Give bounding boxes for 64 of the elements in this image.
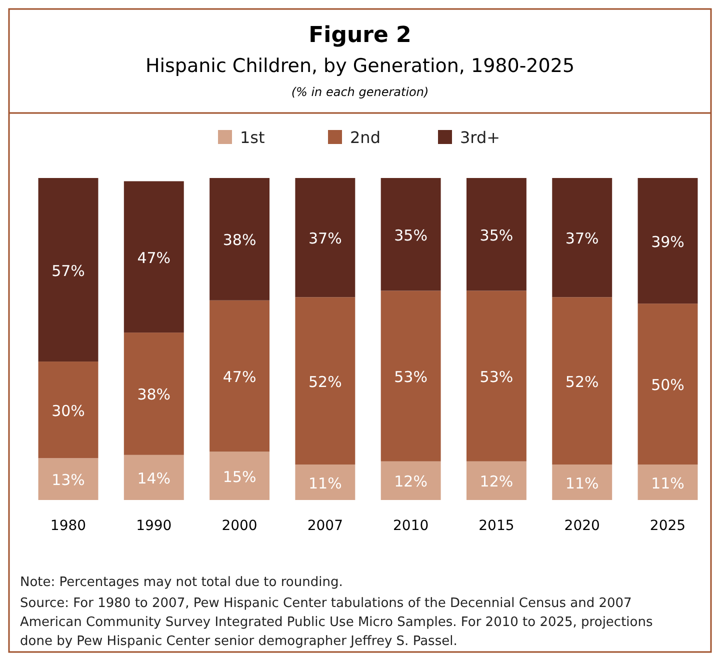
- x-tick-label: 1990: [136, 518, 172, 534]
- bar: [210, 300, 270, 452]
- bar: [38, 178, 98, 362]
- data-label: 52%: [565, 372, 599, 391]
- bar: [124, 332, 184, 455]
- x-tick-label: 2007: [307, 518, 343, 534]
- x-tick-label: 2010: [393, 518, 429, 534]
- data-label: 47%: [137, 248, 171, 267]
- data-label: 38%: [222, 231, 256, 250]
- data-label: 35%: [394, 226, 428, 244]
- data-label: 53%: [394, 368, 428, 386]
- data-label: 30%: [52, 402, 85, 420]
- data-label: 11%: [565, 474, 599, 492]
- bar: [38, 458, 98, 500]
- bar: [295, 297, 356, 465]
- bar: [210, 452, 270, 500]
- data-label: 14%: [137, 469, 171, 488]
- chart-title: Figure 2: [308, 23, 412, 48]
- bar: [380, 290, 441, 462]
- bar: [380, 461, 441, 500]
- data-label: 37%: [565, 230, 599, 248]
- bar: [638, 304, 698, 465]
- text: (% in each generation): [291, 85, 429, 99]
- data-label: 11%: [651, 474, 684, 492]
- data-label: 13%: [52, 471, 85, 490]
- data-label: 12%: [394, 472, 428, 491]
- bar: [552, 297, 612, 465]
- bar: [38, 362, 98, 458]
- source-note: Source: For 1980 to 2007, Pew Hispanic Center tabulations of the Decennial Census and 2007 American Community Survey Integrated Public Use Micro Samples. For 2010 to 2025, projections done by Pew Hispanic Center senior demographer Jeffrey S. Passel.: [20, 596, 653, 649]
- x-tick-label: 2025: [650, 518, 686, 534]
- bar: [638, 178, 698, 304]
- data-label: 12%: [480, 472, 514, 491]
- legend-label: 1st: [240, 128, 265, 147]
- data-label: 11%: [308, 474, 342, 492]
- data-label: 35%: [480, 226, 514, 244]
- bar: [295, 464, 356, 500]
- bar: [552, 464, 612, 500]
- data-label: 57%: [52, 262, 85, 280]
- legend-label: 3rd+: [460, 128, 500, 147]
- data-label: 37%: [308, 230, 342, 248]
- data-label: 52%: [308, 372, 342, 391]
- bar: [124, 454, 184, 500]
- x-tick-label: 2015: [478, 518, 514, 534]
- bar: [466, 290, 526, 462]
- bar: [466, 178, 526, 291]
- x-tick-label: 2020: [564, 518, 600, 534]
- bar: [466, 461, 526, 500]
- data-label: 39%: [651, 232, 684, 251]
- chart-subtitle: Hispanic Children, by Generation, 1980-2025: [145, 55, 575, 77]
- bar: [210, 178, 270, 300]
- data-label: 47%: [222, 368, 256, 386]
- bar: [552, 178, 612, 298]
- x-tick-label: 1980: [50, 518, 86, 534]
- bar: [380, 178, 441, 291]
- bar: [124, 181, 184, 333]
- data-label: 15%: [222, 468, 256, 486]
- bar: [295, 178, 356, 298]
- x-tick-label: 2000: [222, 518, 258, 534]
- legend-label: 2nd: [350, 128, 380, 147]
- data-label: 53%: [480, 368, 514, 386]
- data-label: 38%: [137, 386, 171, 404]
- text: Note: Percentages may not total due to rounding.: [20, 575, 343, 590]
- data-label: 50%: [651, 376, 684, 394]
- bar: [638, 464, 698, 500]
